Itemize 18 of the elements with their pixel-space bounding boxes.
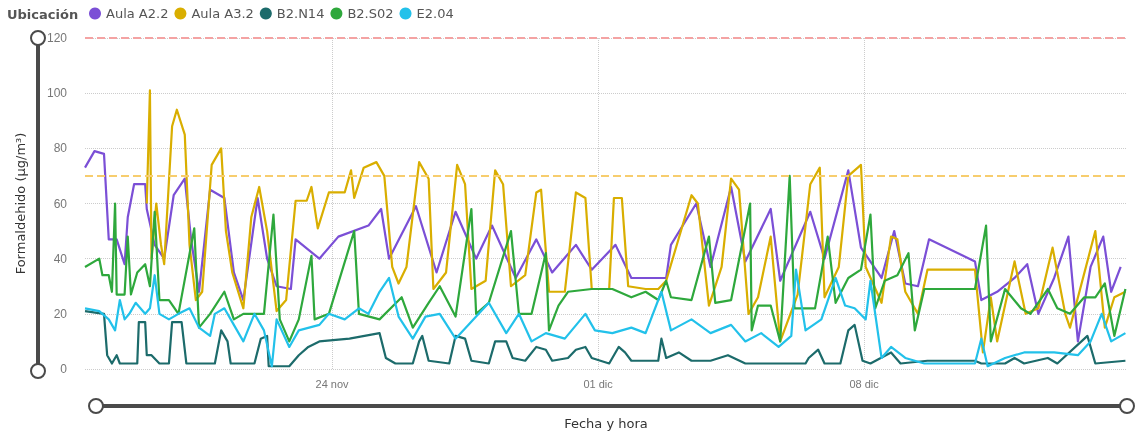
x-tick-label: 01 dic xyxy=(583,377,614,390)
y-tick-label: 60 xyxy=(53,196,68,211)
y-tick-label: 20 xyxy=(53,306,68,321)
y-tick-label: 40 xyxy=(53,251,68,266)
legend-label: B2.N14 xyxy=(276,6,325,21)
y-tick-label: 80 xyxy=(53,141,68,156)
y-tick-label: 120 xyxy=(46,31,68,45)
y-tick-label: 100 xyxy=(46,86,68,101)
legend-label: Aula A3.2 xyxy=(191,6,254,21)
x-tick-label: 24 nov xyxy=(315,377,350,390)
legend-label: E2.04 xyxy=(416,6,454,21)
x-axis-title: Fecha y hora xyxy=(564,416,648,431)
y-axis-title: Formaldehido (µg/m³) xyxy=(13,132,28,275)
x-tick-label: 08 dic xyxy=(849,377,880,390)
legend-label: B2.S02 xyxy=(347,6,394,21)
y-tick-label: 0 xyxy=(60,362,68,376)
legend-title: Ubicación xyxy=(7,7,79,22)
legend-label: Aula A2.2 xyxy=(106,6,169,21)
